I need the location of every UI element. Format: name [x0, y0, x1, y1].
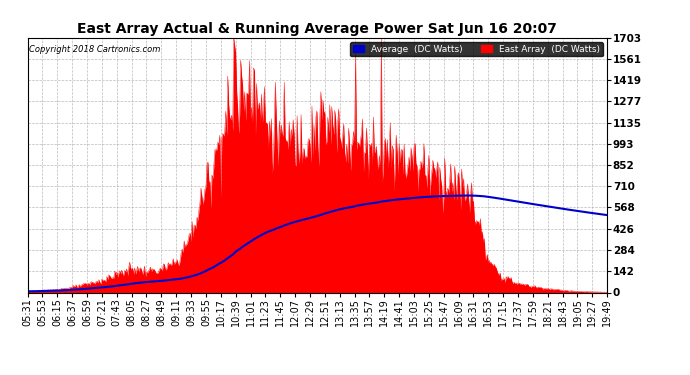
- Legend: Average  (DC Watts), East Array  (DC Watts): Average (DC Watts), East Array (DC Watts…: [351, 42, 602, 56]
- Title: East Array Actual & Running Average Power Sat Jun 16 20:07: East Array Actual & Running Average Powe…: [77, 22, 558, 36]
- Text: Copyright 2018 Cartronics.com: Copyright 2018 Cartronics.com: [29, 45, 160, 54]
